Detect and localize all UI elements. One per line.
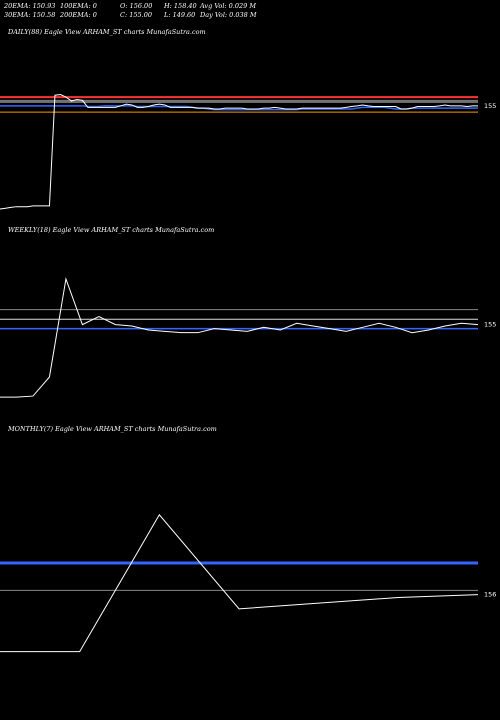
weekly-price-label: 155	[484, 321, 496, 329]
stat-low: L: 149.60	[164, 11, 196, 19]
monthly-price-label: 156	[484, 591, 496, 599]
weekly-chart: 155	[0, 277, 496, 398]
weekly-price-line	[0, 277, 479, 398]
stat-day-vol: Day Vol: 0.038 M	[200, 11, 257, 19]
weekly-chart-title: WEEKLY(18) Eagle View ARHAM_ST charts Mu…	[8, 226, 215, 234]
monthly-chart-title: MONTHLY(7) Eagle View ARHAM_ST charts Mu…	[8, 425, 217, 433]
daily-chart: 155	[0, 94, 496, 210]
stat-200ema: 200EMA: 0	[60, 11, 97, 19]
stat-close: C: 155.00	[120, 11, 152, 19]
daily-ema-line	[0, 105, 478, 111]
stat-open: O: 156.00	[120, 2, 153, 10]
stat-20ema: 20EMA: 150.93	[4, 2, 56, 10]
stat-30ema: 30EMA: 150.58	[4, 11, 56, 19]
daily-price-label: 155	[484, 102, 496, 110]
stat-100ema: 100EMA: 0	[60, 2, 97, 10]
monthly-price-line	[0, 513, 479, 653]
daily-chart-title: DAILY(88) Eagle View ARHAM_ST charts Mun…	[8, 28, 206, 36]
stat-high: H: 158.40	[164, 2, 197, 10]
stat-avg-vol: Avg Vol: 0.029 M	[200, 2, 257, 10]
monthly-chart: 156	[0, 513, 496, 653]
daily-price-line	[0, 94, 478, 210]
